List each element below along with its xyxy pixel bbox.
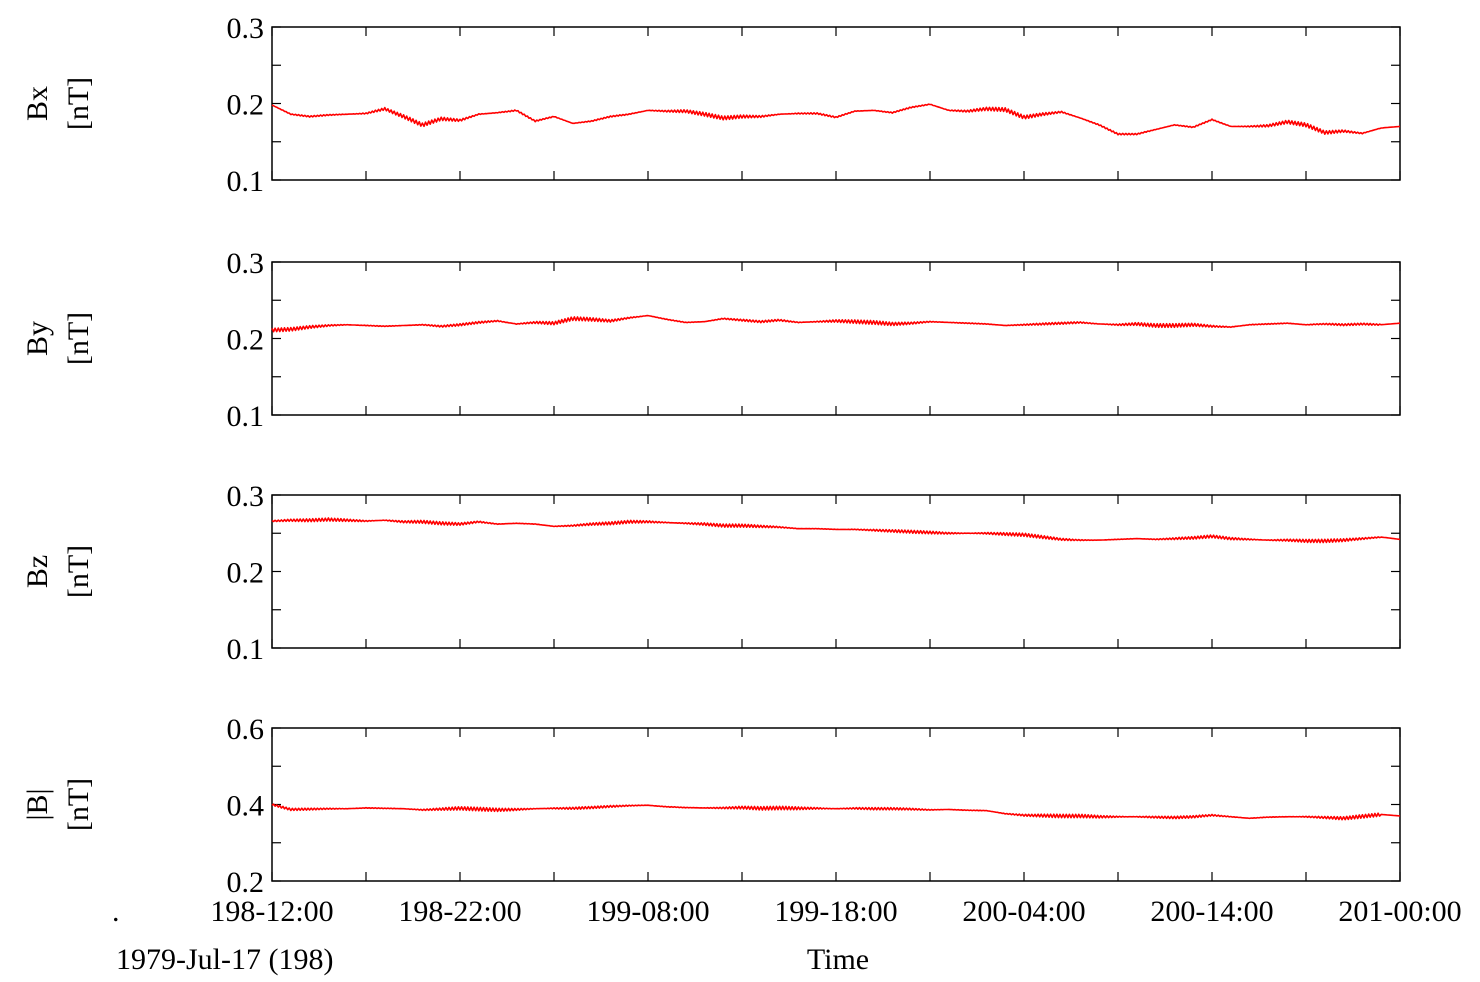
date-label: 1979-Jul-17 (198) (116, 943, 333, 976)
y-axis-unit-label: [nT] (62, 545, 95, 598)
y-tick-label: 0.2 (227, 324, 265, 357)
y-tick-label: 0.1 (227, 633, 265, 666)
y-axis-name-label: Bx (21, 86, 54, 121)
x-tick-label: 199-18:00 (774, 895, 897, 928)
y-axis-unit-label: [nT] (62, 77, 95, 130)
x-tick-label: 200-04:00 (962, 895, 1085, 928)
y-tick-label: 0.3 (227, 12, 265, 45)
panel-2: 0.3 0.2 0.1 By [nT] (21, 247, 1401, 433)
series-line (271, 517, 1401, 544)
y-tick-label: 0.1 (227, 165, 265, 198)
x-tick-label: 198-12:00 (210, 895, 333, 928)
y-axis-name-label: |B| (21, 788, 54, 820)
y-axis-name-label: Bz (21, 555, 54, 588)
y-tick-label: 0.1 (227, 400, 265, 433)
plot-frame (271, 727, 1401, 882)
x-tick-label: 198-22:00 (398, 895, 521, 928)
panel-4: 0.6 0.4 0.2 |B| [nT] (21, 713, 1401, 899)
x-tick-label: 201-00:00 (1338, 895, 1461, 928)
y-axis-unit-label: [nT] (62, 312, 95, 365)
y-tick-label: 0.2 (227, 866, 265, 899)
y-tick-label: 0.3 (227, 480, 265, 513)
y-tick-label: 0.3 (227, 247, 265, 280)
start-marker-label: . (112, 895, 120, 928)
x-tick-label: 199-08:00 (586, 895, 709, 928)
y-axis-unit-label: [nT] (62, 778, 95, 831)
y-tick-label: 0.6 (227, 713, 265, 746)
panel-1: 0.3 0.2 0.1 Bx [nT] (21, 12, 1401, 198)
panel-3: 0.3 0.2 0.1 Bz [nT] (21, 480, 1401, 666)
plot-frame (271, 261, 1401, 416)
x-axis-label: Time (807, 943, 869, 976)
y-tick-label: 0.4 (227, 790, 265, 823)
series-line (271, 314, 1401, 333)
plot-frame (271, 26, 1401, 181)
y-tick-label: 0.2 (227, 557, 265, 590)
plot-frame (271, 494, 1401, 649)
y-axis-name-label: By (21, 321, 54, 356)
y-tick-label: 0.2 (227, 89, 265, 122)
x-tick-label: 200-14:00 (1150, 895, 1273, 928)
series-line (271, 803, 1401, 821)
series-line (271, 103, 1401, 136)
